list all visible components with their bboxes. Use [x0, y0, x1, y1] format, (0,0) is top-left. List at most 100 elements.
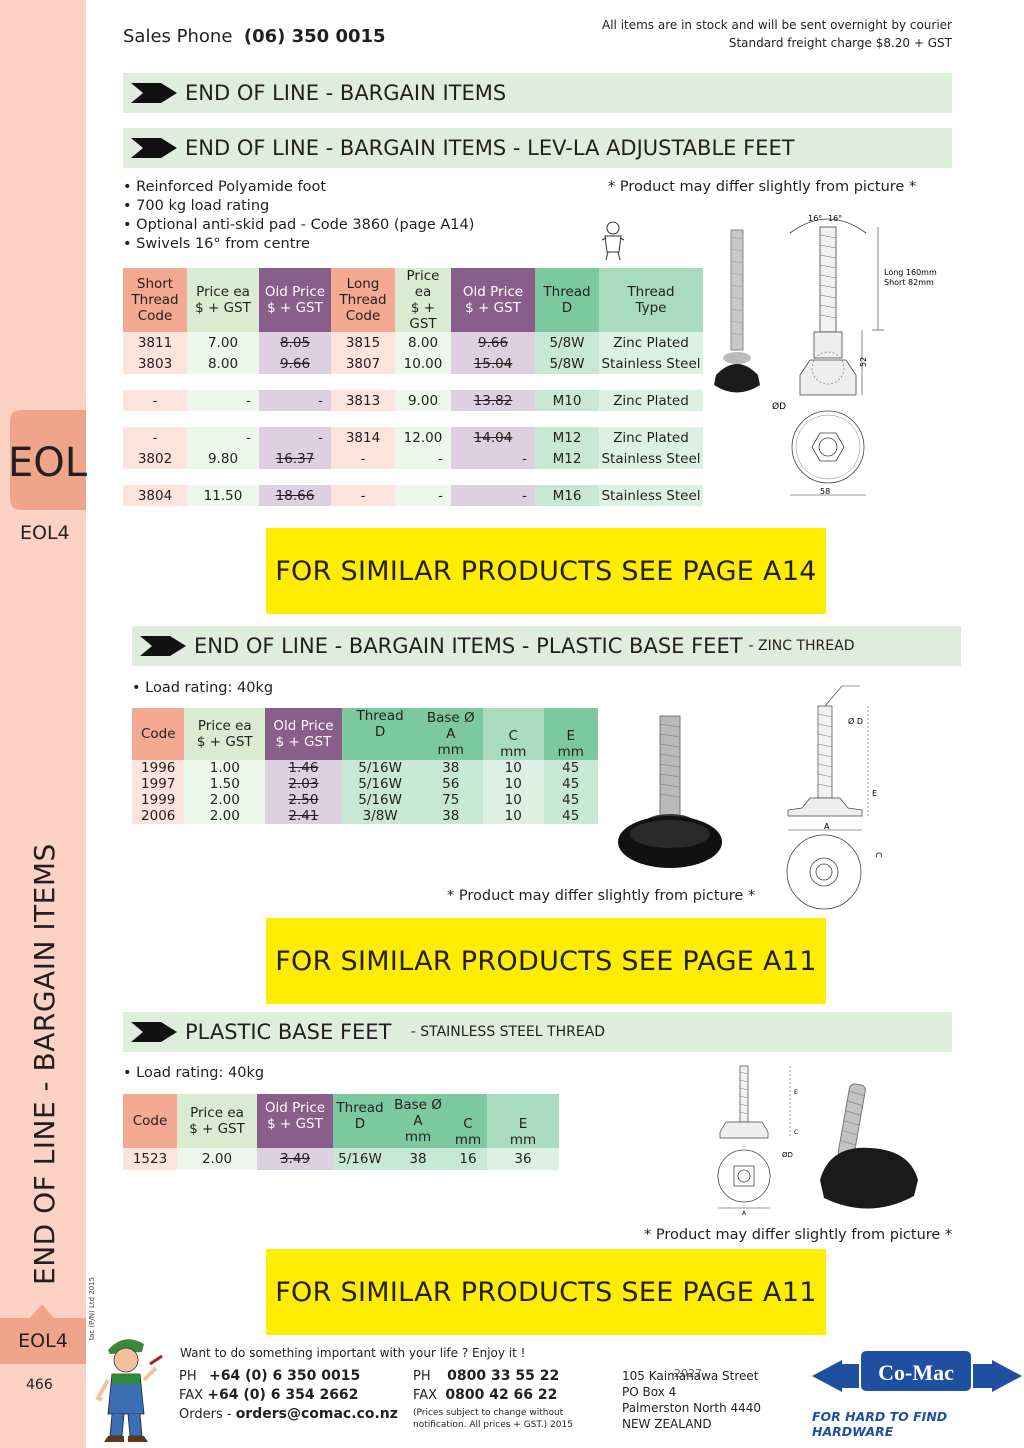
- picture-note: * Product may differ slightly from pictu…: [608, 179, 917, 195]
- length-note: Long 160mm: [884, 268, 937, 277]
- table-cell: -: [123, 390, 187, 411]
- similar-products-banner: FOR SIMILAR PRODUCTS SEE PAGE A14: [266, 528, 826, 614]
- table-cell: 56: [418, 776, 483, 792]
- row-gap: [123, 469, 703, 485]
- row-gap: [123, 411, 703, 427]
- stock-note: All items are in stock and will be sent …: [602, 18, 952, 32]
- diameter-label: Ø D: [848, 716, 863, 726]
- col-header: Thread D: [535, 268, 599, 332]
- table-cell: -: [259, 427, 331, 448]
- col-header: Code: [123, 1094, 177, 1148]
- plastic-zinc-foot-photo: [618, 715, 722, 868]
- table-cell: 38: [418, 808, 483, 824]
- phone-label: PH: [179, 1369, 197, 1384]
- feature-item: • 700 kg load rating: [123, 198, 270, 214]
- table-cell: Stainless Steel: [599, 485, 703, 506]
- table-cell: 3814: [331, 427, 395, 448]
- table-cell: 5/8W: [535, 353, 599, 374]
- freefax-number: 0800 42 66 22: [445, 1387, 558, 1403]
- table-row: 3811 7.00 8.05 3815 8.00 9.66 5/8W Zinc Plated: [123, 332, 703, 353]
- table-cell: 9.66: [451, 332, 535, 353]
- table-cell: M12: [535, 448, 599, 469]
- picture-note: * Product may differ slightly from pictu…: [447, 888, 756, 904]
- mascot-icon: [601, 221, 625, 260]
- table-cell: -: [395, 485, 451, 506]
- plastic-zinc-table: Code Price ea $ + GST Old Price $ + GST Th…: [132, 708, 598, 824]
- sales-phone: Sales Phone (06) 350 0015: [123, 26, 386, 47]
- plastic-zinc-foot-diagram: Ø D E A C: [786, 685, 883, 910]
- table-cell: 1996: [132, 760, 185, 776]
- col-header: Thread D: [341, 708, 419, 760]
- table-cell: 3807: [331, 353, 395, 374]
- contact-block: PH +64 (0) 6 350 0015 FAX +64 (0) 6 354 …: [179, 1367, 398, 1424]
- diameter-label: ØD: [772, 401, 786, 412]
- section-band-levla: END OF LINE - BARGAIN ITEMS - LEV-LA ADJ…: [123, 128, 952, 168]
- table-cell: 14.04: [451, 427, 535, 448]
- plastic-stainless-table: Code Price ea $ + GST Old Price $ + GST Th…: [123, 1094, 559, 1170]
- table-cell: 18.66: [259, 485, 331, 506]
- table-cell: 3813: [331, 390, 395, 411]
- table-cell: 2.00: [184, 792, 266, 808]
- band-subtitle: - ZINC THREAD: [748, 638, 855, 654]
- mascot-icon: [95, 1339, 163, 1442]
- col-header: Short Thread Code: [123, 268, 187, 332]
- band-title: END OF LINE - BARGAIN ITEMS - LEV-LA ADJ…: [185, 136, 795, 160]
- col-header: Price ea $ + GST: [187, 268, 259, 332]
- plastic-stainless-foot-photo: [820, 1083, 918, 1209]
- table-row: 1997 1.50 2.03 5/16W 56 10 45: [132, 776, 598, 792]
- table-row: 1999 2.00 2.50 5/16W 75 10 45: [132, 792, 598, 808]
- orders-email[interactable]: orders@comac.co.nz: [235, 1406, 398, 1422]
- table-cell: 5/16W: [341, 776, 419, 792]
- address-line: NEW ZEALAND: [622, 1417, 712, 1431]
- section-tab: [10, 410, 86, 510]
- col-header: Thread D: [333, 1094, 387, 1148]
- table-cell: 9.00: [395, 390, 451, 411]
- comac-logo: Co-Mac: [812, 1349, 1022, 1393]
- table-cell: 13.82: [451, 390, 535, 411]
- table-cell: 1523: [123, 1148, 177, 1170]
- vertical-title: END OF LINE - BARGAIN ITEMS: [28, 843, 61, 1285]
- band-title: END OF LINE - BARGAIN ITEMS - PLASTIC BA…: [194, 634, 743, 658]
- col-header: Price ea $ + GST: [184, 708, 266, 760]
- table-cell: 10: [482, 808, 544, 824]
- plastic-stainless-foot-diagram: E C ØD A: [717, 1065, 798, 1217]
- table-row: 3803 8.00 9.66 3807 10.00 15.04 5/8W Stainless …: [123, 353, 703, 374]
- table-cell: Zinc Plated: [599, 332, 703, 353]
- table-cell: M12: [535, 427, 599, 448]
- fax-number: +64 (0) 6 354 2662: [207, 1387, 359, 1403]
- a-label: A: [824, 822, 830, 831]
- table-cell: 8.05: [259, 332, 331, 353]
- freephone-number[interactable]: 0800 33 55 22: [447, 1368, 560, 1384]
- row-gap: [123, 374, 703, 390]
- freefax-label: FAX: [413, 1388, 438, 1403]
- feature-item: • Swivels 16° from centre: [123, 236, 310, 252]
- tagline: FOR HARD TO FIND HARDWARE: [812, 1409, 948, 1439]
- table-cell: M10: [535, 390, 599, 411]
- feature-item: • Optional anti-skid pad - Code 3860 (pa…: [123, 217, 475, 233]
- diameter-label: ØD: [782, 1151, 793, 1159]
- shipping-info: All items are in stock and will be sent …: [602, 16, 952, 52]
- table-cell: -: [187, 390, 259, 411]
- col-header: Old Price $ + GST: [265, 708, 342, 760]
- table-cell: 1.00: [184, 760, 266, 776]
- c-label: C: [794, 1129, 798, 1136]
- table-cell: 3811: [123, 332, 187, 353]
- table-cell: 7.00: [187, 332, 259, 353]
- col-header: Old Price $ + GST: [257, 1094, 333, 1148]
- col-header: Code: [132, 708, 185, 760]
- phone-number[interactable]: +64 (0) 6 350 0015: [209, 1368, 361, 1384]
- table-cell: 15.04: [451, 353, 535, 374]
- base-width-label: 58: [820, 487, 830, 496]
- table-row: 2006 2.00 2.41 3/8W 38 10 45: [132, 808, 598, 824]
- table-cell: 75: [418, 792, 483, 808]
- table-cell: M16: [535, 485, 599, 506]
- section-band-eol: END OF LINE - BARGAIN ITEMS: [123, 73, 952, 113]
- e-label: E: [872, 789, 877, 798]
- table-cell: 9.80: [187, 448, 259, 469]
- load-rating: • Load rating: 40kg: [123, 1065, 265, 1081]
- table-cell: 5/16W: [341, 760, 419, 776]
- table-cell: 2.41: [265, 808, 342, 824]
- e-label: E: [794, 1089, 798, 1096]
